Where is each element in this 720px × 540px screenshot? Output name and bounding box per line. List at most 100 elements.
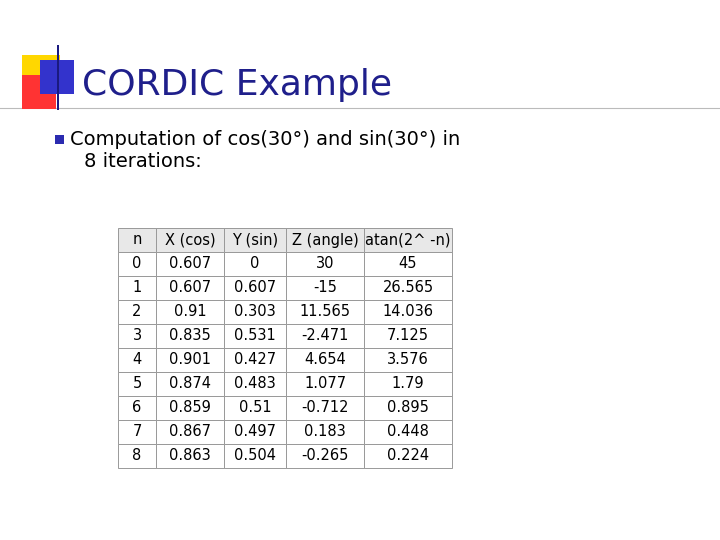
Bar <box>224 420 286 444</box>
Bar <box>224 252 286 276</box>
Bar <box>156 324 224 348</box>
Text: -0.265: -0.265 <box>301 449 348 463</box>
Bar <box>364 444 452 468</box>
Text: 1.077: 1.077 <box>304 376 346 392</box>
Bar <box>364 324 452 348</box>
Text: 14.036: 14.036 <box>382 305 433 320</box>
Text: 6: 6 <box>132 401 142 415</box>
Bar <box>286 276 364 300</box>
Text: CORDIC Example: CORDIC Example <box>82 68 392 102</box>
Text: 0: 0 <box>251 256 260 272</box>
Text: 7.125: 7.125 <box>387 328 429 343</box>
Bar <box>55 135 64 144</box>
Text: 11.565: 11.565 <box>300 305 351 320</box>
Text: -2.471: -2.471 <box>301 328 348 343</box>
Bar <box>118 228 156 252</box>
Bar <box>286 252 364 276</box>
Text: 4: 4 <box>132 353 142 368</box>
Bar <box>118 324 156 348</box>
Bar <box>224 372 286 396</box>
Bar <box>118 348 156 372</box>
Text: n: n <box>132 233 142 247</box>
Text: -0.712: -0.712 <box>301 401 348 415</box>
Text: 0.91: 0.91 <box>174 305 207 320</box>
Bar <box>364 276 452 300</box>
Text: 2: 2 <box>132 305 142 320</box>
Bar <box>224 324 286 348</box>
Text: 0.51: 0.51 <box>239 401 271 415</box>
Text: 1: 1 <box>132 280 142 295</box>
Text: 0.863: 0.863 <box>169 449 211 463</box>
Text: Z (angle): Z (angle) <box>292 233 359 247</box>
Bar <box>364 372 452 396</box>
Text: 0.183: 0.183 <box>304 424 346 440</box>
Bar <box>286 300 364 324</box>
Bar <box>156 300 224 324</box>
Text: 0.867: 0.867 <box>169 424 211 440</box>
Text: Computation of cos(30°) and sin(30°) in: Computation of cos(30°) and sin(30°) in <box>70 130 460 149</box>
Bar <box>364 300 452 324</box>
Text: 8: 8 <box>132 449 142 463</box>
Bar <box>224 444 286 468</box>
Bar <box>286 420 364 444</box>
Bar <box>224 228 286 252</box>
Bar <box>118 444 156 468</box>
Bar <box>286 324 364 348</box>
Text: atan(2^ -n): atan(2^ -n) <box>365 233 451 247</box>
Text: 26.565: 26.565 <box>382 280 433 295</box>
Bar <box>118 420 156 444</box>
Text: -15: -15 <box>313 280 337 295</box>
Text: X (cos): X (cos) <box>165 233 215 247</box>
Bar <box>57 45 59 110</box>
Text: 0.531: 0.531 <box>234 328 276 343</box>
Bar <box>286 444 364 468</box>
Bar <box>156 444 224 468</box>
Bar <box>364 228 452 252</box>
Text: Y (sin): Y (sin) <box>232 233 278 247</box>
Bar <box>156 228 224 252</box>
Bar <box>156 420 224 444</box>
Text: 0.874: 0.874 <box>169 376 211 392</box>
Bar <box>118 396 156 420</box>
Bar <box>118 372 156 396</box>
Bar <box>364 348 452 372</box>
Bar <box>22 75 56 109</box>
Bar <box>118 276 156 300</box>
Text: 45: 45 <box>399 256 418 272</box>
Bar <box>224 348 286 372</box>
Text: 0.303: 0.303 <box>234 305 276 320</box>
Text: 0.483: 0.483 <box>234 376 276 392</box>
Text: 0.607: 0.607 <box>234 280 276 295</box>
Bar <box>364 252 452 276</box>
Bar <box>156 252 224 276</box>
Bar <box>224 276 286 300</box>
Bar <box>156 372 224 396</box>
Bar <box>22 55 60 93</box>
Bar <box>286 228 364 252</box>
Bar <box>118 252 156 276</box>
Text: 30: 30 <box>316 256 334 272</box>
Text: 0.504: 0.504 <box>234 449 276 463</box>
Text: 4.654: 4.654 <box>304 353 346 368</box>
Bar <box>224 300 286 324</box>
Text: 0.497: 0.497 <box>234 424 276 440</box>
Text: 0.895: 0.895 <box>387 401 429 415</box>
Bar <box>286 372 364 396</box>
Text: 7: 7 <box>132 424 142 440</box>
Text: 1.79: 1.79 <box>392 376 424 392</box>
Text: 0.859: 0.859 <box>169 401 211 415</box>
Text: 3.576: 3.576 <box>387 353 429 368</box>
Bar <box>224 396 286 420</box>
Bar <box>156 348 224 372</box>
Text: 0: 0 <box>132 256 142 272</box>
Text: 0.427: 0.427 <box>234 353 276 368</box>
Text: 0.607: 0.607 <box>169 256 211 272</box>
Text: 3: 3 <box>132 328 142 343</box>
Text: 0.224: 0.224 <box>387 449 429 463</box>
Bar <box>156 396 224 420</box>
Bar <box>156 276 224 300</box>
Bar <box>286 348 364 372</box>
Bar <box>118 300 156 324</box>
Bar <box>40 60 74 94</box>
Text: 8 iterations:: 8 iterations: <box>84 152 202 171</box>
